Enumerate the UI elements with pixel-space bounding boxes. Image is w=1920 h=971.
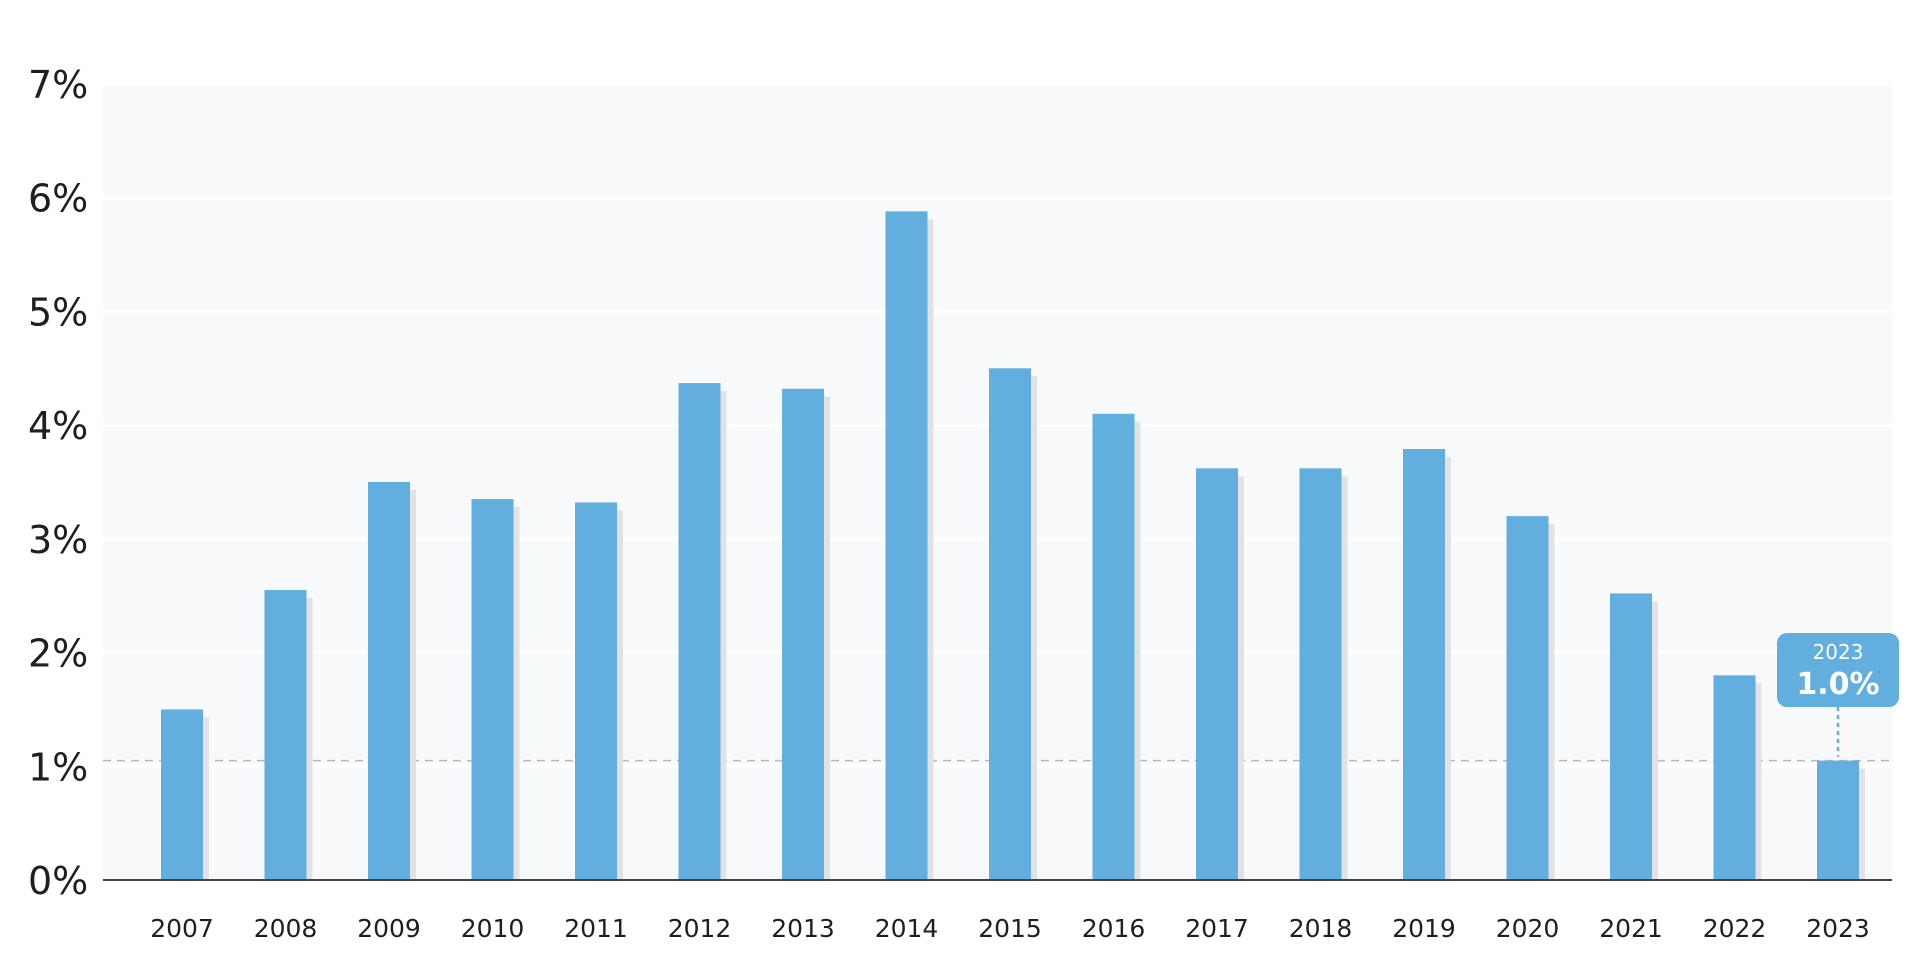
callout-year: 2023 (1813, 640, 1864, 664)
y-tick-label: 3% (28, 518, 88, 562)
x-tick-label: 2018 (1289, 914, 1353, 943)
y-axis-ticks: 0% 1% 2% 3% 4% 5% 6% 7% (28, 63, 88, 903)
bar-2017 (1196, 468, 1238, 880)
y-tick-label: 2% (28, 632, 88, 676)
x-tick-label: 2008 (254, 914, 318, 943)
x-tick-label: 2010 (461, 914, 525, 943)
callout-value: 1.0% (1796, 667, 1879, 702)
bar-2013 (782, 388, 824, 880)
x-tick-label: 2023 (1806, 914, 1870, 943)
y-tick-label: 7% (28, 63, 88, 107)
bar-2020 (1506, 516, 1549, 880)
bar-2015 (989, 368, 1031, 880)
y-tick-label: 5% (28, 290, 88, 334)
y-tick-label: 6% (28, 177, 88, 221)
bar-2022 (1713, 675, 1756, 880)
x-tick-label: 2020 (1496, 914, 1560, 943)
x-tick-label: 2013 (771, 914, 835, 943)
bars (161, 211, 1865, 881)
x-tick-label: 2009 (357, 914, 421, 943)
bar-2018 (1299, 468, 1342, 880)
bar-2014 (885, 211, 928, 881)
y-tick-label: 0% (28, 859, 88, 903)
bar-2023 (1817, 760, 1859, 880)
x-tick-label: 2019 (1392, 914, 1456, 943)
x-tick-label: 2016 (1082, 914, 1146, 943)
x-tick-label: 2017 (1185, 914, 1249, 943)
x-tick-label: 2015 (978, 914, 1042, 943)
value-callout: 2023 1.0% (1777, 633, 1899, 757)
bar-2011 (575, 502, 617, 880)
x-tick-label: 2011 (564, 914, 628, 943)
bar-2009 (368, 482, 410, 880)
bar-2016 (1092, 413, 1135, 880)
bar-2019 (1403, 449, 1445, 880)
x-tick-label: 2022 (1703, 914, 1767, 943)
y-tick-label: 4% (28, 404, 88, 448)
x-tick-label: 2014 (875, 914, 939, 943)
x-tick-label: 2012 (668, 914, 732, 943)
bar-2008 (264, 590, 307, 880)
bar-2021 (1610, 593, 1652, 880)
y-tick-label: 1% (28, 745, 88, 789)
bar-2012 (678, 383, 721, 880)
callout-box (1777, 633, 1899, 707)
bar-2007 (161, 709, 203, 880)
bar-2010 (471, 499, 514, 880)
x-axis-ticks: 2007 2008 2009 2010 2011 2012 2013 2014 2015 2016… (150, 914, 1870, 943)
x-tick-label: 2021 (1599, 914, 1663, 943)
x-tick-label: 2007 (150, 914, 214, 943)
